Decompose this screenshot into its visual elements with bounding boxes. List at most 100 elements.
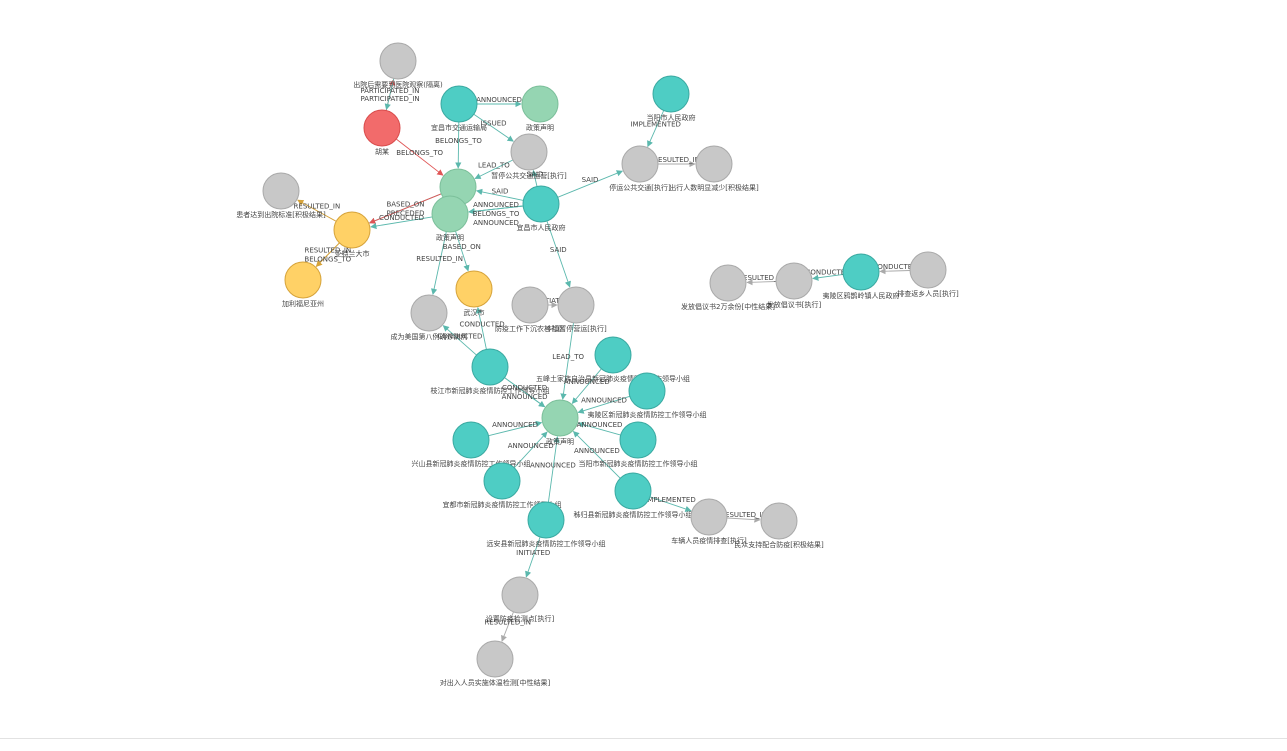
graph-node[interactable]: 患者达到出院标准[积极结果] — [236, 172, 326, 219]
node-circle[interactable] — [410, 294, 448, 332]
edge-resulted-in[interactable] — [297, 199, 337, 222]
edge-belongs-to[interactable] — [455, 121, 462, 169]
graph-node[interactable]: 亚特兰大市 — [333, 211, 371, 258]
edge-announced[interactable] — [488, 420, 543, 437]
graph-node[interactable]: 车辆人员疫情排查[执行] — [671, 498, 747, 545]
edge-announced[interactable] — [547, 436, 560, 503]
graph-node[interactable]: 宜都市新冠肺炎疫情防控工作领导小组 — [443, 462, 562, 509]
edge-announced[interactable] — [577, 395, 630, 414]
graph-node[interactable]: 政策声明 — [521, 85, 559, 132]
node-circle[interactable] — [628, 372, 666, 410]
node-circle[interactable] — [363, 109, 401, 147]
graph-node[interactable]: 夷陵区新冠肺炎疫情防控工作领导小组 — [588, 372, 707, 419]
node-circle[interactable] — [760, 502, 798, 540]
node-circle[interactable] — [511, 286, 549, 324]
node-circle[interactable] — [379, 42, 417, 80]
edge-conducted[interactable] — [879, 268, 911, 275]
edge-lead-to[interactable] — [474, 159, 514, 180]
node-circle[interactable] — [471, 348, 509, 386]
node-circle[interactable] — [842, 253, 880, 291]
edge-resulted-in[interactable] — [431, 231, 447, 296]
node-circle[interactable] — [614, 472, 652, 510]
node-circle[interactable] — [695, 145, 733, 183]
edge-said[interactable] — [475, 188, 524, 201]
edge-announced[interactable] — [468, 205, 524, 215]
node-circle[interactable] — [652, 75, 690, 113]
edge-announced[interactable] — [513, 431, 548, 469]
node-circle[interactable] — [594, 336, 632, 374]
node-circle[interactable] — [455, 270, 493, 308]
node-circle[interactable] — [527, 501, 565, 539]
edge-announced[interactable] — [577, 421, 621, 436]
node-circle[interactable] — [521, 85, 559, 123]
edge-announced[interactable] — [572, 430, 621, 479]
edge-issued[interactable] — [473, 113, 514, 142]
graph-node[interactable]: 秭归县新冠肺炎疫情防控工作领导小组 — [574, 472, 693, 519]
edge-announced[interactable] — [504, 377, 546, 408]
edge-said[interactable] — [557, 170, 623, 198]
node-circle[interactable] — [619, 421, 657, 459]
node-circle[interactable] — [709, 264, 747, 302]
graph-node[interactable]: 加利福尼亚州 — [282, 261, 324, 308]
node-circle[interactable] — [284, 261, 322, 299]
node-circle[interactable] — [621, 145, 659, 183]
edge-announced[interactable] — [571, 368, 602, 404]
node-circle[interactable] — [510, 133, 548, 171]
node-circle[interactable] — [522, 185, 560, 223]
node-circle[interactable] — [333, 211, 371, 249]
graph-node[interactable]: 宜昌市人民政府 — [517, 185, 566, 232]
node-circle[interactable] — [541, 399, 579, 437]
edge-resulted-in[interactable] — [746, 279, 777, 286]
edge-implemented[interactable] — [649, 496, 692, 512]
node-circle[interactable] — [262, 172, 300, 210]
edge-belongs-to[interactable] — [315, 242, 340, 267]
node-circle[interactable] — [501, 576, 539, 614]
edge-implemented[interactable] — [647, 110, 665, 148]
graph-node[interactable]: 停运公共交通[执行] — [609, 145, 671, 192]
graph-node[interactable]: 兴山县新冠肺炎疫情防控工作领导小组 — [412, 421, 531, 468]
node-circle[interactable] — [476, 640, 514, 678]
graph-node[interactable]: 出行人数明显减少[积极结果] — [669, 145, 759, 192]
graph-node[interactable]: 暂停公共交通运营[执行] — [491, 133, 567, 180]
edge-belongs-to[interactable] — [395, 138, 444, 176]
edge-resulted-in[interactable] — [726, 516, 761, 523]
graph-node[interactable]: 当阳市人民政府 — [647, 75, 696, 122]
node-circle[interactable] — [557, 286, 595, 324]
graph-node[interactable]: 设置防疫检测点[执行] — [486, 576, 555, 623]
graph-node[interactable]: 乡镇暂停营运[执行] — [545, 286, 607, 333]
graph-node[interactable]: 发放倡议书[执行] — [767, 262, 822, 309]
graph-node[interactable]: 成为美国第八例确诊病例 — [391, 294, 468, 341]
graph-node[interactable]: 政策声明 — [431, 195, 469, 242]
graph-node[interactable]: 五峰土家族自治县新冠肺炎疫情防控工作领导小组 — [536, 336, 690, 383]
graph-node[interactable]: 民众支持配合防疫[积极结果] — [734, 502, 824, 549]
edge-lead-to[interactable] — [560, 322, 574, 400]
node-circle[interactable] — [431, 195, 469, 233]
graph-node[interactable]: 胡某 — [363, 109, 401, 156]
edge-conducted[interactable] — [475, 306, 487, 350]
graph-node[interactable]: 政策声明 — [541, 399, 579, 446]
graph-node[interactable]: 枝江市新冠肺炎疫情防控工作领导小组 — [431, 348, 550, 395]
graph-node[interactable]: 出院后需要到医院观察(隔离) — [353, 42, 443, 89]
node-circle[interactable] — [690, 498, 728, 536]
node-circle[interactable] — [440, 85, 478, 123]
edge-preceded[interactable] — [369, 193, 442, 224]
graph-node[interactable]: 发放倡议书2万余份[中性结果] — [681, 264, 775, 311]
graph-node[interactable]: 远安县新冠肺炎疫情防控工作领导小组 — [487, 501, 606, 548]
edge-conducted[interactable] — [812, 273, 844, 281]
graph-node[interactable]: 宜昌市交通运输局 — [431, 85, 487, 132]
node-circle[interactable] — [452, 421, 490, 459]
edge-participated-in[interactable] — [384, 78, 395, 111]
graph-node[interactable]: 夷陵区鸦鹊岭镇人民政府 — [823, 253, 900, 300]
graph-node[interactable]: 防疫工作下沉农村社区 — [495, 286, 565, 333]
node-circle[interactable] — [483, 462, 521, 500]
edge-resulted-in[interactable] — [501, 611, 514, 642]
edge-said[interactable] — [531, 169, 538, 187]
edge-conducted[interactable] — [370, 216, 433, 230]
edge-initiated[interactable] — [525, 536, 541, 578]
edge-conducted[interactable] — [442, 325, 477, 356]
node-circle[interactable] — [775, 262, 813, 300]
edge-said[interactable] — [546, 220, 571, 288]
graph-node[interactable]: 排查返乡人员[执行] — [897, 251, 959, 298]
